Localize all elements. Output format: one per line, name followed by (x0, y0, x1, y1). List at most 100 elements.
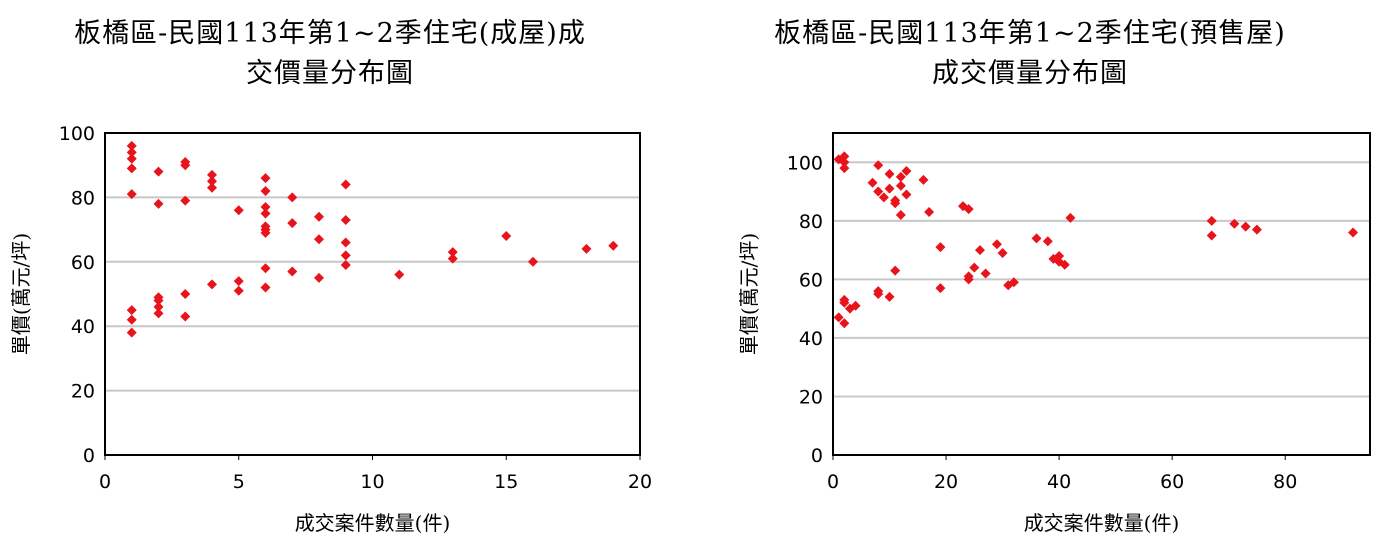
y-tick-label: 20 (799, 386, 823, 408)
x-tick-label: 20 (934, 471, 958, 493)
plot-area (832, 132, 1371, 456)
data-point (884, 291, 895, 302)
x-tick-label: 40 (1047, 471, 1071, 493)
data-point (581, 243, 592, 254)
data-point (126, 305, 137, 316)
data-point (180, 289, 191, 299)
data-point (126, 147, 137, 158)
x-tick-label: 15 (494, 471, 518, 493)
data-point (867, 177, 878, 188)
data-point (873, 160, 884, 171)
data-point (839, 294, 850, 305)
y-tick-label: 80 (799, 211, 823, 233)
data-point (963, 204, 974, 215)
data-point (901, 189, 912, 200)
x-tick-label: 20 (628, 471, 652, 493)
data-point (340, 250, 351, 261)
data-point (153, 166, 164, 177)
data-point (260, 208, 271, 219)
data-point (340, 179, 351, 190)
data-point (1229, 218, 1240, 229)
data-point (153, 295, 164, 306)
data-point (287, 266, 298, 277)
data-point (839, 318, 850, 329)
data-point (839, 151, 850, 162)
data-point (1251, 224, 1262, 235)
x-tick-label: 60 (1160, 471, 1184, 493)
y-tick-label: 60 (799, 269, 823, 291)
data-point (260, 185, 271, 196)
data-point (873, 186, 884, 197)
data-point (1042, 236, 1053, 247)
data-point (839, 157, 850, 168)
data-point (260, 263, 271, 274)
data-point (839, 163, 850, 174)
data-point (884, 183, 895, 194)
data-point (314, 211, 324, 222)
data-point (873, 289, 884, 299)
data-point (126, 140, 137, 151)
data-point (233, 205, 244, 216)
data-point (126, 189, 137, 200)
chart-panel-resale: 板橋區-民國113年第1~2季住宅(成屋)成 交價量分布圖 0 20 40 60 80 1… (0, 0, 690, 553)
data-point (233, 285, 244, 296)
chart-panel-presale: 板橋區-民國113年第1~2季住宅(預售屋) 成交價量分布圖 0 20 40 60 80… (700, 0, 1389, 553)
data-point (1206, 215, 1217, 226)
data-point (969, 262, 980, 273)
y-tick-label: 100 (59, 123, 95, 145)
y-tick-label: 20 (71, 381, 95, 403)
data-point (895, 180, 906, 191)
data-point (935, 242, 946, 253)
data-point (180, 160, 191, 171)
data-point (340, 260, 351, 271)
data-point (991, 239, 1002, 250)
data-point (233, 276, 244, 287)
y-tick-label: 0 (83, 445, 95, 467)
data-point (153, 308, 164, 319)
data-point (287, 218, 298, 229)
data-point (980, 268, 991, 279)
data-point (260, 227, 271, 238)
data-point (287, 192, 298, 203)
data-point (180, 311, 191, 322)
data-point (314, 272, 324, 283)
data-point (153, 198, 164, 209)
x-tick-label: 0 (827, 471, 839, 493)
data-point (126, 327, 137, 338)
data-point (314, 234, 324, 245)
scatter-chart-presale: 0 20 40 60 80 100 0 20 40 60 80 成交案件數量(件) 單價(萬元/坪) (737, 132, 1371, 535)
data-point (207, 279, 217, 290)
data-point (895, 171, 906, 182)
data-point (260, 202, 271, 213)
data-point (1240, 221, 1251, 232)
data-point (207, 182, 217, 193)
chart-title: 板橋區-民國113年第1~2季住宅(預售屋) 成交價量分布圖 (774, 18, 1286, 89)
data-point (528, 256, 538, 267)
chart-title: 板橋區-民國113年第1~2季住宅(成屋)成 交價量分布圖 (74, 18, 586, 89)
y-axis-label: 單價(萬元/坪) (9, 233, 33, 355)
y-tick-label: 0 (811, 445, 823, 467)
data-point (1348, 227, 1359, 238)
data-point (918, 174, 929, 185)
x-axis-label: 成交案件數量(件) (295, 511, 451, 535)
data-point (935, 283, 946, 294)
data-point (963, 274, 974, 285)
data-point (895, 209, 906, 220)
data-point (126, 314, 137, 325)
data-point (501, 231, 512, 242)
y-tick-label: 80 (71, 187, 95, 209)
data-point (340, 214, 351, 225)
plot-area (104, 132, 641, 456)
data-point (340, 237, 351, 248)
data-point (394, 269, 405, 280)
x-tick-label: 80 (1273, 471, 1297, 493)
y-tick-label: 40 (71, 316, 95, 338)
scatter-chart-resale: 0 20 40 60 80 100 0 5 10 15 20 成交案件數量(件) 單價(萬元/坪) (9, 123, 652, 535)
data-point (447, 253, 458, 264)
data-point (207, 169, 217, 180)
data-point (608, 240, 619, 251)
data-point (884, 168, 895, 179)
y-tick-label: 100 (787, 152, 823, 174)
data-point (1008, 277, 1019, 288)
data-point (850, 300, 861, 311)
